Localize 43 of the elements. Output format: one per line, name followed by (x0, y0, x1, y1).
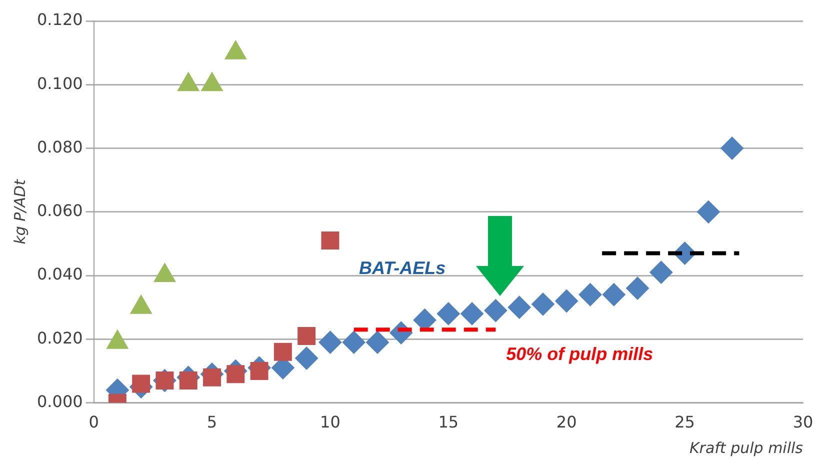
x-tick-label: 5 (206, 412, 218, 432)
point (555, 289, 578, 312)
y-tick-label: 0.100 (36, 74, 83, 93)
point (179, 372, 198, 390)
point (436, 302, 460, 326)
point (650, 260, 673, 284)
y-tick-label: 0.060 (36, 201, 83, 220)
y-axis-title: kg P/ADt (10, 178, 29, 244)
point (626, 276, 650, 300)
point (226, 365, 245, 384)
point (578, 283, 602, 306)
x-tick-label: 15 (438, 412, 459, 432)
point (295, 346, 318, 370)
x-tick-label: 25 (674, 412, 695, 432)
point (298, 327, 316, 345)
point (274, 342, 292, 361)
x-tick-label: 20 (556, 412, 577, 432)
y-tick-label: 0.040 (36, 264, 83, 284)
point (342, 330, 366, 354)
x-axis-title: Kraft pulp mills (689, 438, 804, 457)
y-tick-label: 0.020 (36, 328, 83, 348)
x-tick-label: 10 (320, 412, 340, 432)
y-tick-label: 0.000 (36, 392, 83, 411)
point (132, 374, 150, 393)
point (413, 308, 436, 332)
point (484, 299, 508, 322)
annotation: 50% of pulp mills (506, 344, 654, 364)
point (366, 330, 389, 354)
point (696, 200, 720, 224)
y-tick-label: 0.080 (36, 137, 83, 156)
point (531, 292, 554, 316)
point (508, 296, 531, 319)
x-tick-label: 0 (88, 412, 99, 432)
point (318, 330, 342, 354)
point (321, 232, 340, 250)
point (203, 368, 221, 386)
x-tick-label: 30 (792, 412, 814, 432)
annotation: BAT-AELs (358, 258, 446, 278)
point (602, 283, 626, 306)
point (250, 362, 268, 380)
point (720, 136, 744, 160)
point (460, 302, 484, 326)
y-tick-label: 0.120 (36, 10, 83, 30)
